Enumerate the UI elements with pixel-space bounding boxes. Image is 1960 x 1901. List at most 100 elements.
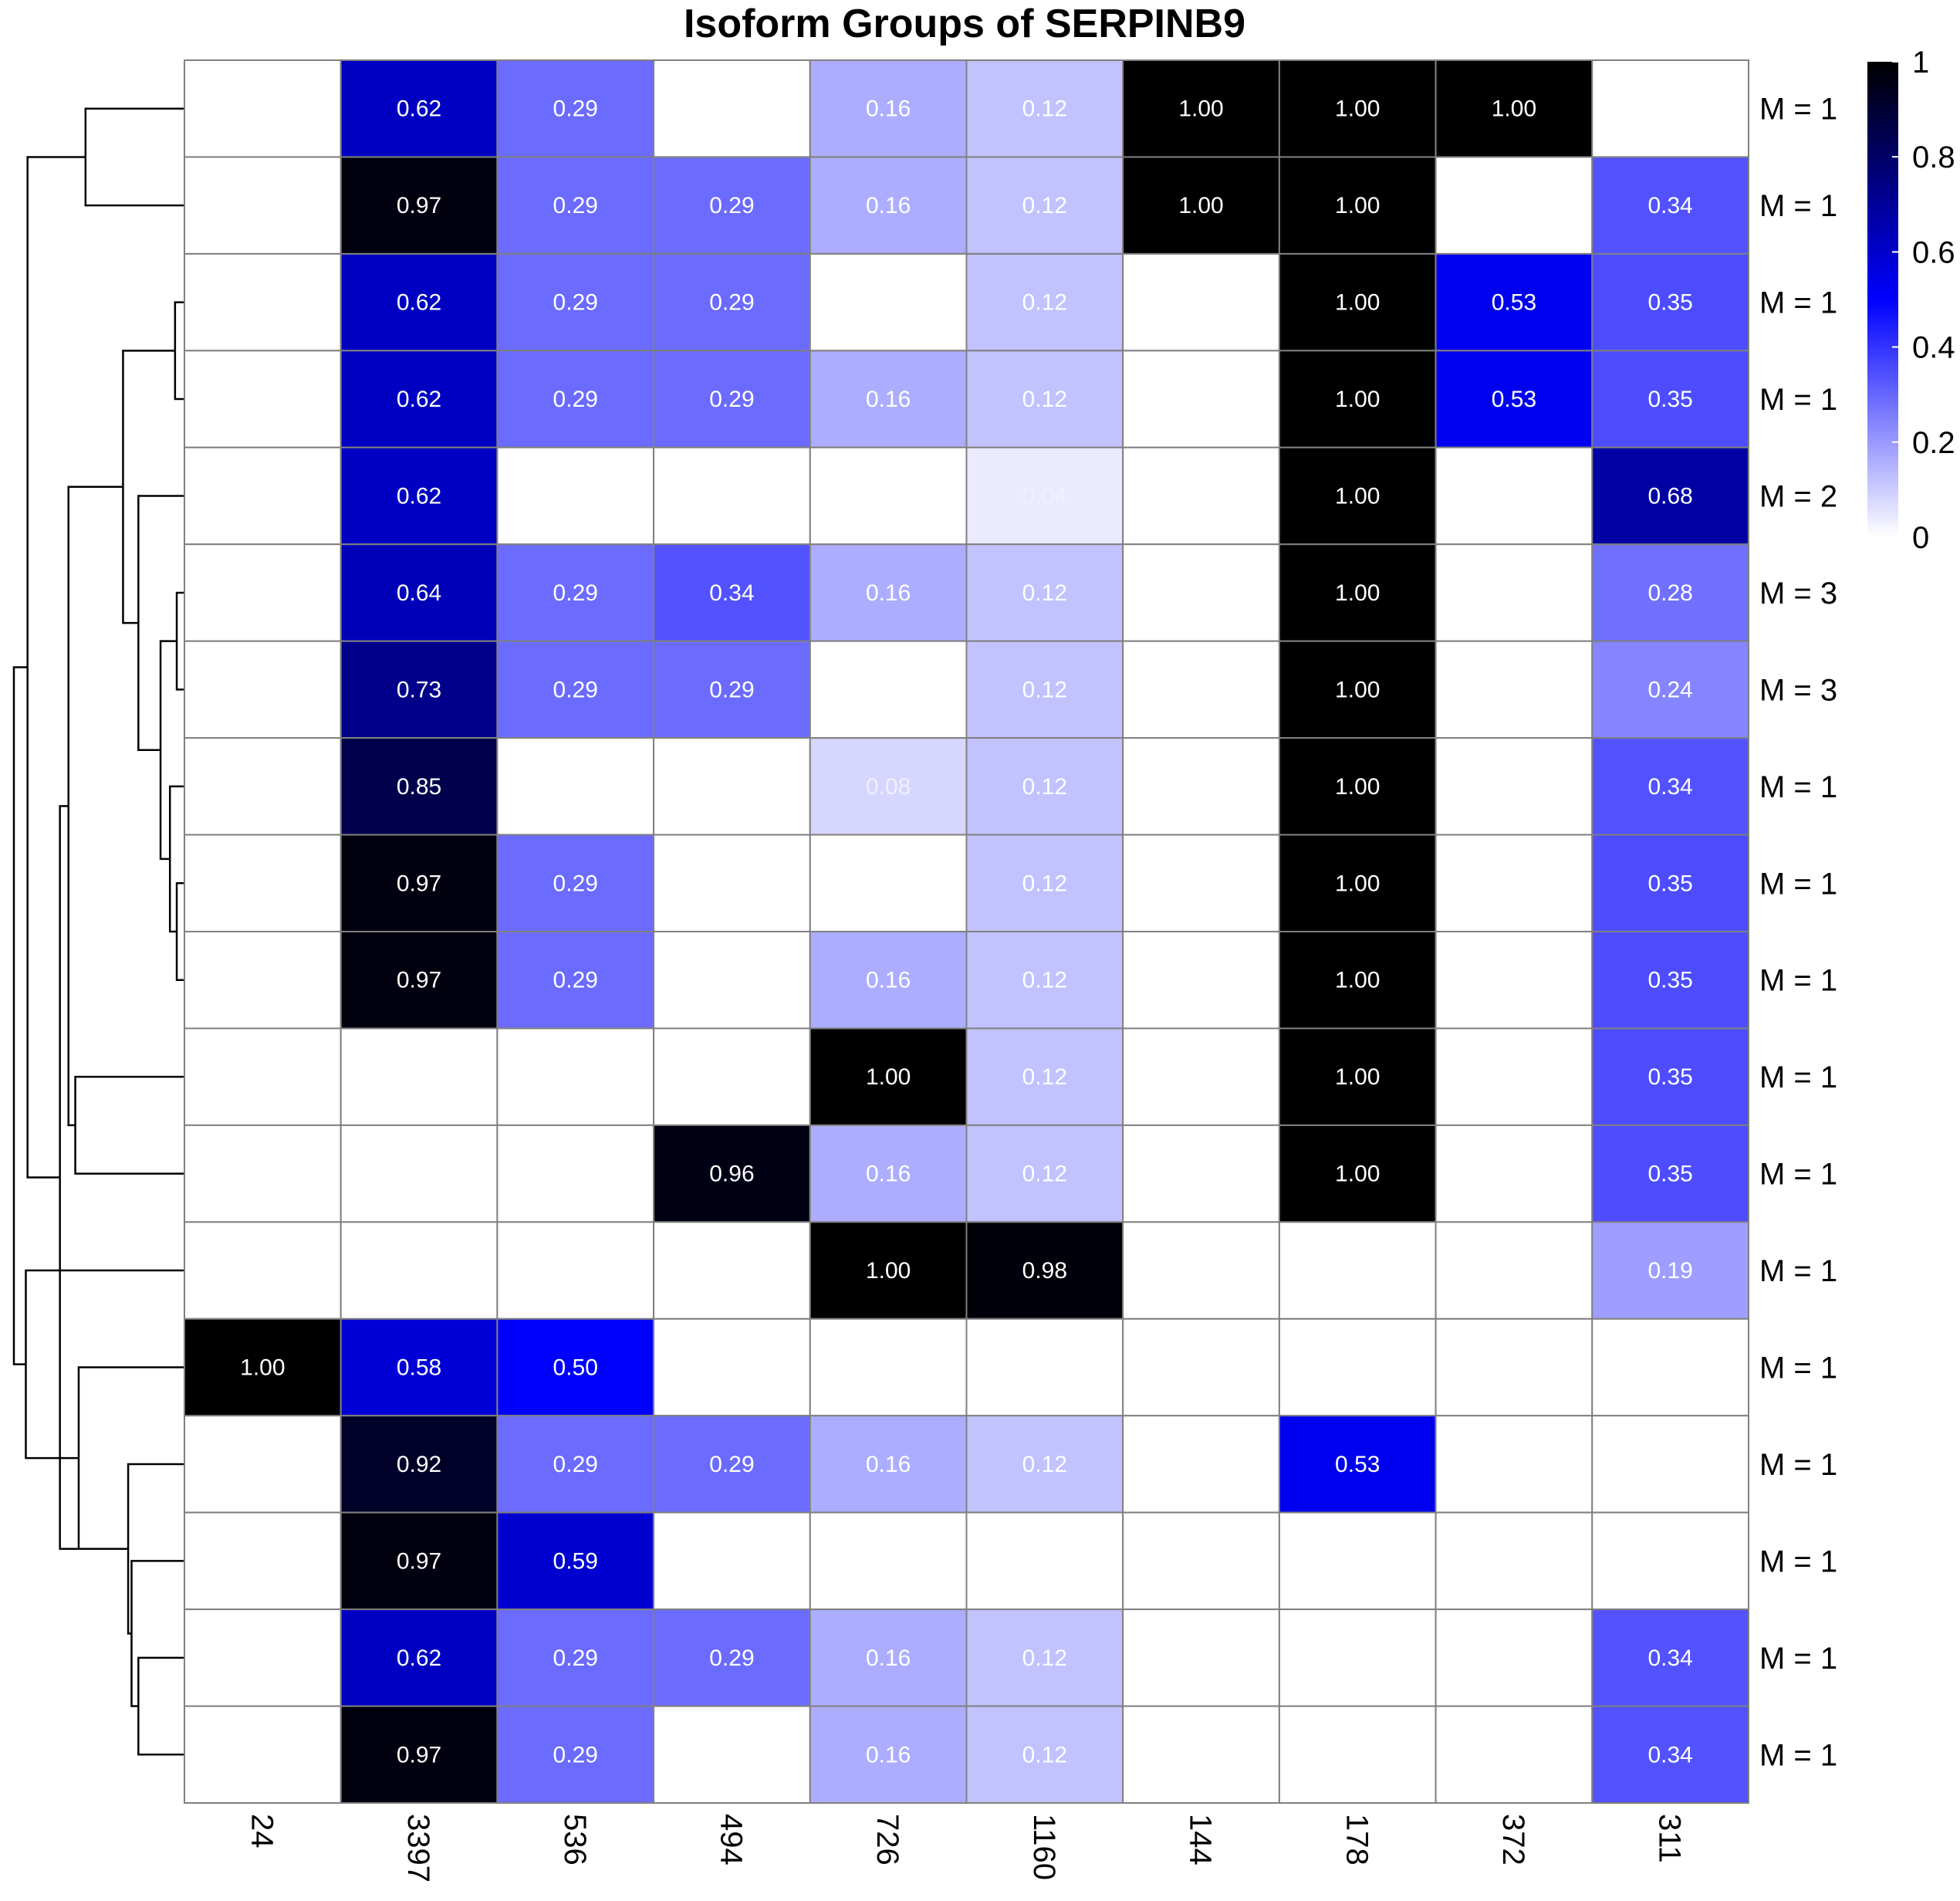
heatmap-cell <box>340 1705 498 1805</box>
heatmap-cell <box>340 1027 498 1126</box>
cell-value-label: 0.97 <box>397 1548 441 1574</box>
heatmap-cell <box>653 446 811 546</box>
column-label: 1160 <box>1027 1814 1061 1880</box>
dendrogram-branch <box>137 1656 184 1756</box>
cell-value-label: 1.00 <box>1335 1064 1380 1090</box>
heatmap-cell <box>965 834 1124 932</box>
row-dendrogram <box>12 107 184 1756</box>
heatmap-cell <box>1591 1415 1750 1514</box>
cell-value-label: 0.12 <box>1022 1162 1067 1187</box>
cell-value-label: 0.35 <box>1647 290 1692 316</box>
cell-value-label: 0.35 <box>1647 871 1692 896</box>
heatmap-cell <box>965 1608 1124 1707</box>
cell-value-label: 0.29 <box>709 193 754 218</box>
heatmap-cell <box>1591 1608 1750 1707</box>
cell-value-label: 0.50 <box>553 1355 598 1381</box>
dendrogram-branch <box>59 805 129 1550</box>
cell-value-label: 0.53 <box>1335 1452 1380 1477</box>
heatmap-cell <box>809 1124 968 1223</box>
cell-value-label: 0.35 <box>1647 1064 1692 1090</box>
column-label: 24 <box>245 1814 279 1849</box>
heatmap-cell <box>653 737 811 836</box>
heatmap-cell <box>1278 1608 1437 1707</box>
column-label: 536 <box>558 1814 592 1865</box>
heatmap-cell <box>340 737 498 836</box>
heatmap-cell <box>653 1221 811 1320</box>
heatmap-cell <box>809 640 968 739</box>
cell-value-label: 0.53 <box>1492 387 1536 412</box>
heatmap-cell <box>965 1705 1124 1805</box>
cell-value-label: 0.12 <box>1022 677 1067 702</box>
heatmap-cell <box>1122 1705 1280 1805</box>
row-labels: M = 1 M = 1 M = 1 M = 1 M = 2 M = 3 M = 3 M = 1… <box>1759 93 1837 1773</box>
heatmap-cell <box>1278 1511 1437 1611</box>
cell-value-label: 0.97 <box>397 871 441 896</box>
heatmap-cell <box>1591 59 1750 158</box>
cell-value-label: 1.00 <box>240 1355 285 1381</box>
cell-value-label: 0.59 <box>553 1548 598 1574</box>
cell-value-label: 0.16 <box>866 193 911 218</box>
heatmap-cell <box>184 737 342 836</box>
heatmap-cell <box>496 59 655 158</box>
heatmap-cell <box>1278 737 1437 836</box>
heatmap-cell <box>809 1027 968 1126</box>
heatmap-cell <box>1278 156 1437 255</box>
heatmap-cell <box>809 446 968 546</box>
heatmap-cell <box>340 252 498 352</box>
dendrogram-branch <box>174 301 184 401</box>
heatmap-cell <box>1591 1221 1750 1320</box>
cell-value-label: 0.19 <box>1647 1258 1692 1284</box>
cell-value-label: 1.00 <box>1335 774 1380 800</box>
row-label: M = 1 <box>1759 1448 1837 1482</box>
cell-value-label: 0.62 <box>397 96 441 122</box>
heatmap-cell <box>184 446 342 546</box>
heatmap-cell <box>1435 1415 1593 1514</box>
cell-value-label: 0.29 <box>709 1452 754 1477</box>
cell-value-label: 0.29 <box>709 677 754 702</box>
cell-value-label: 0.62 <box>397 484 441 509</box>
heatmap-cell <box>1591 1027 1750 1126</box>
cell-value-label: 0.12 <box>1022 968 1067 993</box>
heatmap-cell <box>1122 1221 1280 1320</box>
row-label: M = 1 <box>1759 383 1837 417</box>
legend-tick-label: 0.4 <box>1912 331 1955 365</box>
cell-value-label: 1.00 <box>1335 580 1380 606</box>
cell-value-label: 0.53 <box>1492 290 1536 316</box>
cell-value-label: 0.29 <box>553 1646 598 1671</box>
heatmap-cell <box>1122 1415 1280 1514</box>
heatmap-cell <box>340 543 498 642</box>
cell-value-label: 0.12 <box>1022 774 1067 800</box>
cell-value-label: 1.00 <box>1335 96 1380 122</box>
cell-value-label: 0.34 <box>709 580 754 606</box>
heatmap-cell <box>496 1124 655 1223</box>
cell-value-label: 1.00 <box>1335 968 1380 993</box>
cell-value-label: 0.16 <box>866 387 911 412</box>
heatmap-cell <box>1122 543 1280 642</box>
heatmap-cell <box>653 252 811 352</box>
cell-value-label: 0.16 <box>866 96 911 122</box>
row-label: M = 1 <box>1759 1060 1837 1094</box>
heatmap-cell <box>496 1511 655 1611</box>
cell-value-label: 0.35 <box>1647 387 1692 412</box>
heatmap-cell <box>1435 1511 1593 1611</box>
heatmap-cell <box>1591 834 1750 932</box>
heatmap-cell <box>184 1705 342 1805</box>
row-label: M = 3 <box>1759 673 1837 707</box>
cell-value-label: 1.00 <box>1335 193 1380 218</box>
heatmap-cell <box>809 1511 968 1611</box>
row-label: M = 1 <box>1759 286 1837 320</box>
heatmap-cell <box>1435 1318 1593 1417</box>
legend-tick-label: 1 <box>1912 46 1929 79</box>
heatmap-cell <box>1591 1124 1750 1223</box>
heatmap-cell <box>496 834 655 932</box>
heatmap-cell <box>184 834 342 932</box>
heatmap-cell <box>653 640 811 739</box>
heatmap-cell <box>653 1705 811 1805</box>
heatmap-cell <box>965 350 1124 448</box>
cell-value-label: 0.29 <box>553 1742 598 1767</box>
cell-value-label: 0.29 <box>553 290 598 316</box>
heatmap-cell <box>1591 156 1750 255</box>
cell-value-label: 0.16 <box>866 580 911 606</box>
cell-value-label: 0.28 <box>1647 580 1692 606</box>
cell-value-label: 0.08 <box>866 774 911 800</box>
